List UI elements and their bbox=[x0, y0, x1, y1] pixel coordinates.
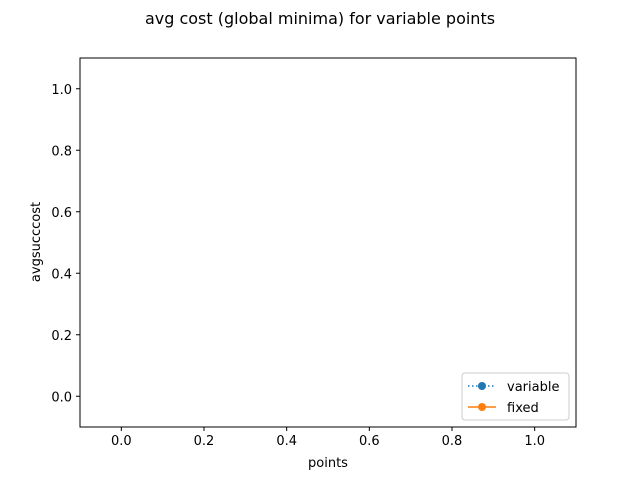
legend-label-fixed: fixed bbox=[507, 401, 539, 416]
legend-box bbox=[461, 372, 570, 421]
x-tick-label: 0.6 bbox=[359, 434, 380, 449]
axes-frame bbox=[79, 57, 577, 428]
x-axis-label: points bbox=[308, 456, 348, 471]
y-tick-label: 0.2 bbox=[51, 329, 72, 344]
legend-marker-variable bbox=[478, 382, 486, 390]
chart-title: avg cost (global minima) for variable po… bbox=[145, 9, 495, 28]
y-tick-label: 0.0 bbox=[51, 390, 72, 405]
x-tick-label: 0.0 bbox=[111, 434, 132, 449]
x-tick-label: 0.8 bbox=[442, 434, 463, 449]
y-tick-label: 1.0 bbox=[51, 83, 72, 98]
x-tick-label: 0.2 bbox=[194, 434, 215, 449]
y-axis-label: avgsucccost bbox=[29, 202, 44, 282]
x-tick-label: 0.4 bbox=[276, 434, 297, 449]
x-axis-ticks: 0.0 0.2 0.4 0.6 0.8 1.0 bbox=[111, 427, 545, 449]
legend-label-variable: variable bbox=[507, 380, 559, 395]
y-tick-label: 0.8 bbox=[51, 144, 72, 159]
legend-marker-fixed bbox=[478, 403, 486, 411]
legend: variable fixed bbox=[461, 372, 570, 421]
y-tick-label: 0.4 bbox=[51, 267, 72, 282]
y-axis-ticks: 0.0 0.2 0.4 0.6 0.8 1.0 bbox=[51, 83, 80, 405]
y-tick-label: 0.6 bbox=[51, 206, 72, 221]
x-tick-label: 1.0 bbox=[524, 434, 545, 449]
